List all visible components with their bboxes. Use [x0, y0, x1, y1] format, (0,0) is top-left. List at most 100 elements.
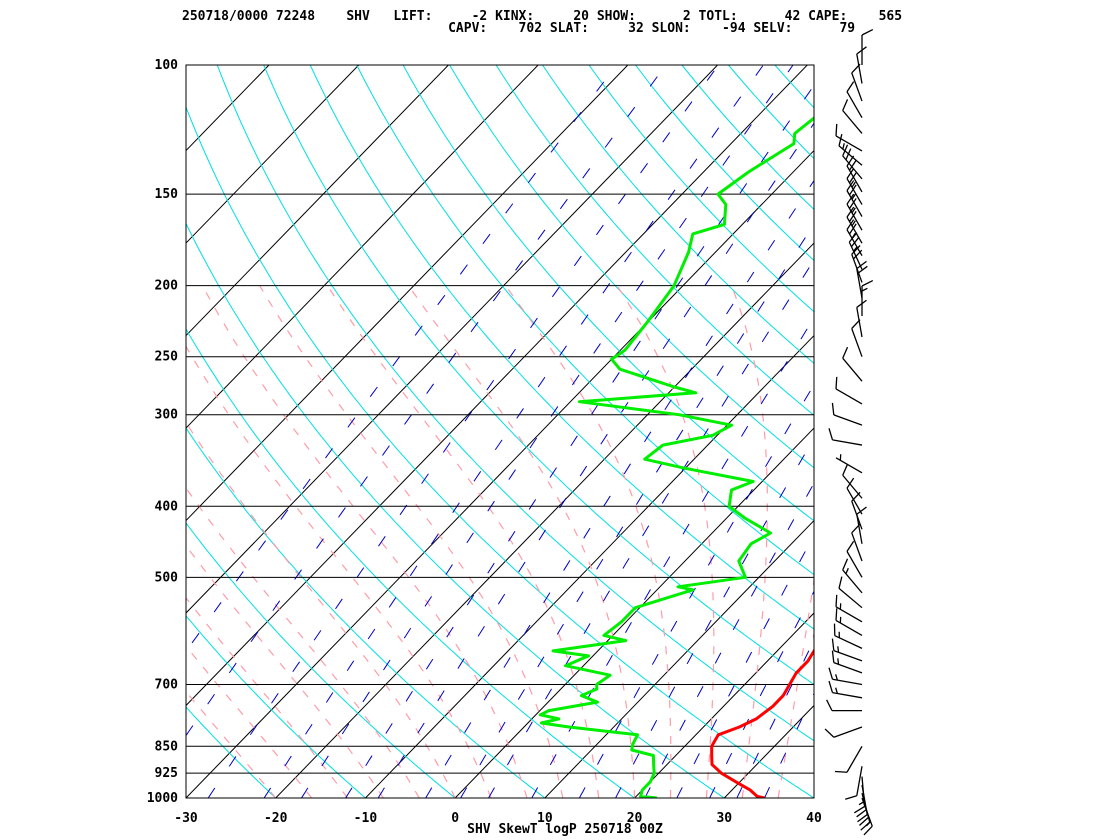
wind-barb-staff: [851, 500, 863, 530]
dry-adiabat-line: [0, 49, 111, 814]
isotherm-line: [186, 65, 449, 337]
wind-barb-feather: [861, 29, 874, 36]
wind-barb: [835, 376, 863, 405]
wind-barb-feather: [838, 576, 843, 589]
isotherm-line: [186, 149, 814, 798]
wind-barb-feather: [831, 650, 835, 663]
wind-barb-staff: [851, 254, 863, 283]
dry-adiabat-line: [541, 65, 814, 364]
temperature-label: 10: [537, 811, 553, 826]
wind-barb-feather: [856, 809, 867, 818]
isotherm-line: [186, 65, 270, 152]
temperature-label: 30: [716, 811, 732, 826]
wind-barb-feather: [856, 260, 867, 270]
temperature-tick-labels: -30 -20 -10 0 10 20 30 40: [174, 811, 822, 826]
wind-barb-feather: [856, 506, 867, 515]
wind-barb-staff: [846, 745, 863, 773]
wind-barb-feather: [842, 463, 849, 476]
pressure-tick-labels: 100 150 200 250 300 400 500 700 850 925 1000: [147, 58, 178, 806]
wind-barb-feather: [858, 800, 865, 806]
isotherm-line: [0, 65, 90, 798]
dry-adiabat-line: [727, 65, 814, 160]
moist-adiabat-line: [505, 285, 672, 798]
wind-barb: [861, 29, 874, 65]
wind-barb-feather: [835, 687, 839, 694]
header-row-1: 250718/0000 72248 SHV LIFT: -2 KINX: 20 …: [182, 9, 903, 24]
dry-adiabat-line: [774, 65, 814, 109]
dry-adiabat-line: [216, 65, 814, 742]
mixing-ratio-line: [578, 383, 814, 798]
wind-barb: [835, 123, 863, 152]
moist-adiabat-line: [408, 285, 636, 798]
isotherm-line: [186, 65, 629, 522]
wind-barb-feather: [857, 265, 868, 275]
temperature-label: 20: [627, 811, 643, 826]
temperature-profile-line: [710, 632, 814, 798]
wind-barb: [846, 477, 863, 515]
wind-barb: [835, 608, 863, 636]
pressure-label: 400: [155, 499, 179, 514]
isotherm-line: [186, 65, 360, 244]
wind-barb: [838, 576, 863, 609]
wind-barb: [846, 219, 863, 256]
wind-barb-feather: [853, 805, 865, 814]
isotherm-line: [634, 612, 814, 798]
wind-barb-feather: [842, 558, 849, 571]
pressure-label: 850: [155, 739, 179, 754]
wind-barb-feather: [846, 477, 855, 489]
pressure-label: 700: [155, 677, 179, 692]
temperature-label: -20: [264, 811, 288, 826]
dry-adiabat-line: [898, 49, 1120, 814]
moist-adiabat-line: [186, 486, 420, 798]
wind-barb-staff: [842, 110, 863, 134]
wind-barb-staff: [832, 439, 863, 446]
chart-background-grid: [0, 49, 1120, 814]
wind-barb-feather: [851, 207, 856, 214]
wind-barb-staff: [833, 726, 863, 738]
profile-lines: [538, 115, 814, 798]
pressure-label: 300: [155, 408, 179, 423]
mixing-ratio-line: [186, 65, 667, 737]
wind-barb-staff: [835, 388, 863, 405]
wind-barb: [842, 558, 863, 594]
dry-adiabat-line: [186, 706, 277, 798]
wind-barb-feather: [842, 143, 845, 150]
dry-adiabat-line: [495, 65, 814, 416]
wind-barb-feather: [857, 814, 868, 823]
wind-barb-feather: [842, 99, 849, 111]
mixing-ratio-line: [615, 437, 814, 798]
wind-barb-staff: [856, 53, 863, 84]
wind-barb-staff: [856, 268, 863, 299]
mixing-ratio-line: [488, 259, 814, 798]
dry-adiabat-line: [186, 522, 456, 798]
wind-barb: [856, 260, 868, 299]
moist-adiabat-line: [777, 575, 814, 798]
wind-barb-feather: [846, 193, 855, 205]
wind-barb-staff: [833, 414, 863, 426]
moist-adiabat-line: [730, 285, 768, 798]
wind-barb-feather: [860, 821, 871, 831]
wind-barb-staff: [846, 551, 863, 578]
wind-barb: [845, 766, 863, 800]
wind-barb-feather: [861, 287, 868, 292]
moist-adiabat-line: [186, 645, 313, 798]
mixing-ratio-line: [207, 65, 719, 798]
wind-barb: [846, 168, 863, 205]
dry-adiabat-line: [681, 65, 814, 211]
wind-barb-feather: [851, 193, 856, 200]
wind-barb-feather: [846, 219, 855, 231]
wind-barb: [833, 623, 863, 649]
wind-barb-feather: [826, 699, 833, 711]
temperature-label: -10: [354, 811, 378, 826]
wind-barbs: [824, 29, 874, 836]
wind-barb-feather: [851, 245, 861, 255]
mixing-ratio-line: [377, 122, 814, 798]
wind-barb-feather: [828, 667, 834, 680]
wind-barb-feather: [846, 168, 855, 179]
wind-barb-staff: [856, 307, 863, 338]
wind-barb-feather: [828, 428, 834, 441]
wind-barb: [824, 726, 863, 738]
dry-adiabat-line: [186, 105, 814, 798]
wind-barb-feather: [828, 680, 834, 693]
dry-adiabat-line: [449, 65, 814, 469]
